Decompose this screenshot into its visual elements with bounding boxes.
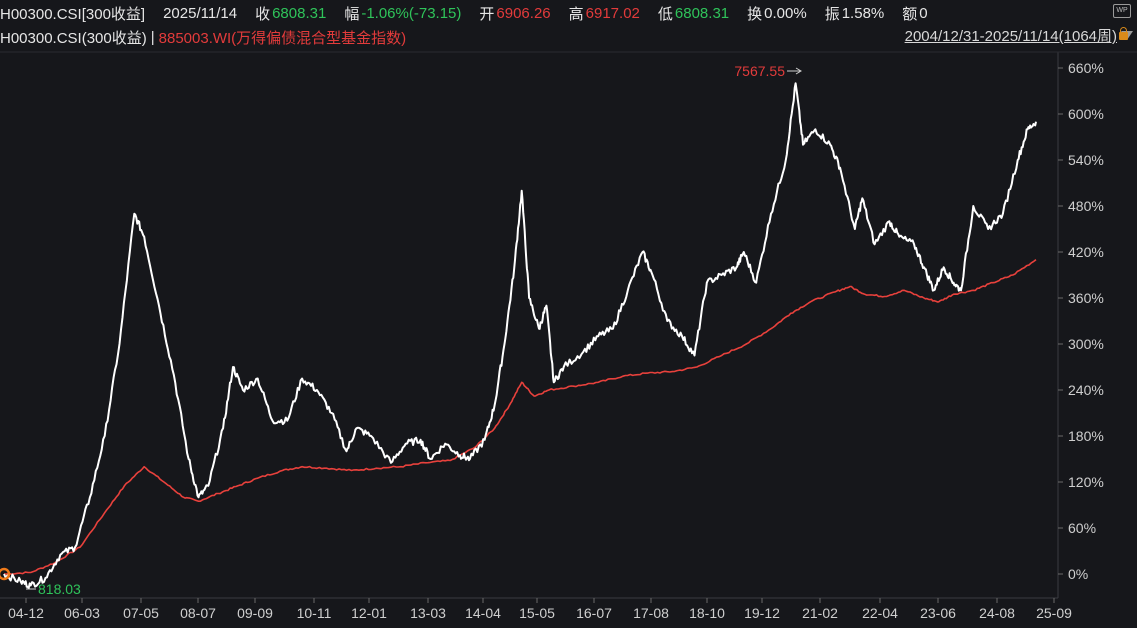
change-label: 幅 [344,5,360,23]
x-tick-label: 04-12 [8,605,44,621]
close-value: 6808.31 [272,4,327,22]
x-tick-label: 08-07 [180,605,216,621]
chart-frame [0,51,1137,599]
series-lines [3,82,1037,590]
x-tick-label: 18-10 [689,605,725,621]
chart-annotations: 7567.55 818.03 [0,63,802,597]
legend-series2[interactable]: 885003.WI(万得偏债混合型基金指数) [158,29,407,47]
close-label: 收 [255,5,271,23]
low-value: 6808.31 [674,4,730,22]
legend-series1[interactable]: H00300.CSI(300收益) [0,29,147,47]
y-tick-label: 360% [1068,290,1104,306]
stock-code[interactable]: H00300.CSI[300收益] [0,5,146,23]
high-value: 6917.02 [585,4,640,22]
start-marker[interactable] [0,567,11,581]
y-tick-label: 600% [1068,106,1104,122]
change-value: -1.06%(-73.15) [361,4,462,22]
date-range-selector[interactable]: 2004/12/31-2025/11/14(1064周) [904,28,1117,45]
y-tick-label: 480% [1068,198,1104,214]
y-tick-label: 180% [1068,428,1104,444]
axis-ticks: 0% 60% 120% 180% 240% 300% 360% 420% 480% 540% 600… [8,60,1104,621]
legend-bar: H00300.CSI(300收益) | 885003.WI(万得偏债混合型基金指… [0,26,1137,48]
y-tick-label: 540% [1068,152,1104,168]
amplitude-label: 振 [824,5,840,23]
x-tick-label: 06-03 [64,605,100,621]
y-tick-label: 120% [1068,474,1104,490]
turnover-value: 0.00% [764,4,807,22]
x-tick-label: 16-07 [576,605,612,621]
x-tick-label: 17-08 [633,605,669,621]
high-label: 高 [568,5,584,23]
x-tick-label: 22-04 [862,605,898,621]
y-tick-label: 240% [1068,382,1104,398]
amount-label: 额 [902,5,918,23]
x-tick-label: 13-03 [410,605,446,621]
y-tick-label: 660% [1068,60,1104,76]
y-tick-label: 300% [1068,336,1104,352]
legend-separator: | [150,28,155,46]
series-line-h00300 [3,82,1037,590]
y-tick-label: 0% [1068,566,1088,582]
series-line-885003 [3,259,1037,575]
x-tick-label: 12-01 [351,605,387,621]
x-tick-label: 07-05 [123,605,159,621]
max-value-label: 7567.55 [734,63,785,79]
min-value-label: 818.03 [38,581,81,597]
wp-icon[interactable]: WP [1113,4,1131,18]
x-tick-label: 24-08 [979,605,1015,621]
quote-bar: H00300.CSI[300收益] 2025/11/14 收 6808.31 幅… [0,0,1137,26]
x-tick-label: 21-02 [802,605,838,621]
y-tick-label: 60% [1068,520,1096,536]
x-tick-label: 23-06 [920,605,956,621]
x-tick-label: 15-05 [519,605,555,621]
y-tick-label: 420% [1068,244,1104,260]
x-tick-label: 10-11 [297,605,332,621]
max-pointer-arrow [795,67,802,75]
turnover-label: 换 [747,5,763,23]
amplitude-value: 1.58% [841,4,885,22]
quote-date: 2025/11/14 [163,4,238,22]
x-tick-label: 19-12 [744,605,780,621]
lock-icon[interactable] [1119,27,1128,40]
amount-value: 0 [919,4,928,22]
x-tick-label: 14-04 [465,605,501,621]
low-label: 低 [657,5,673,23]
open-value: 6906.26 [496,4,551,22]
x-tick-label: 25-09 [1036,605,1072,621]
x-tick-label: 09-09 [237,605,273,621]
open-label: 开 [479,5,495,23]
